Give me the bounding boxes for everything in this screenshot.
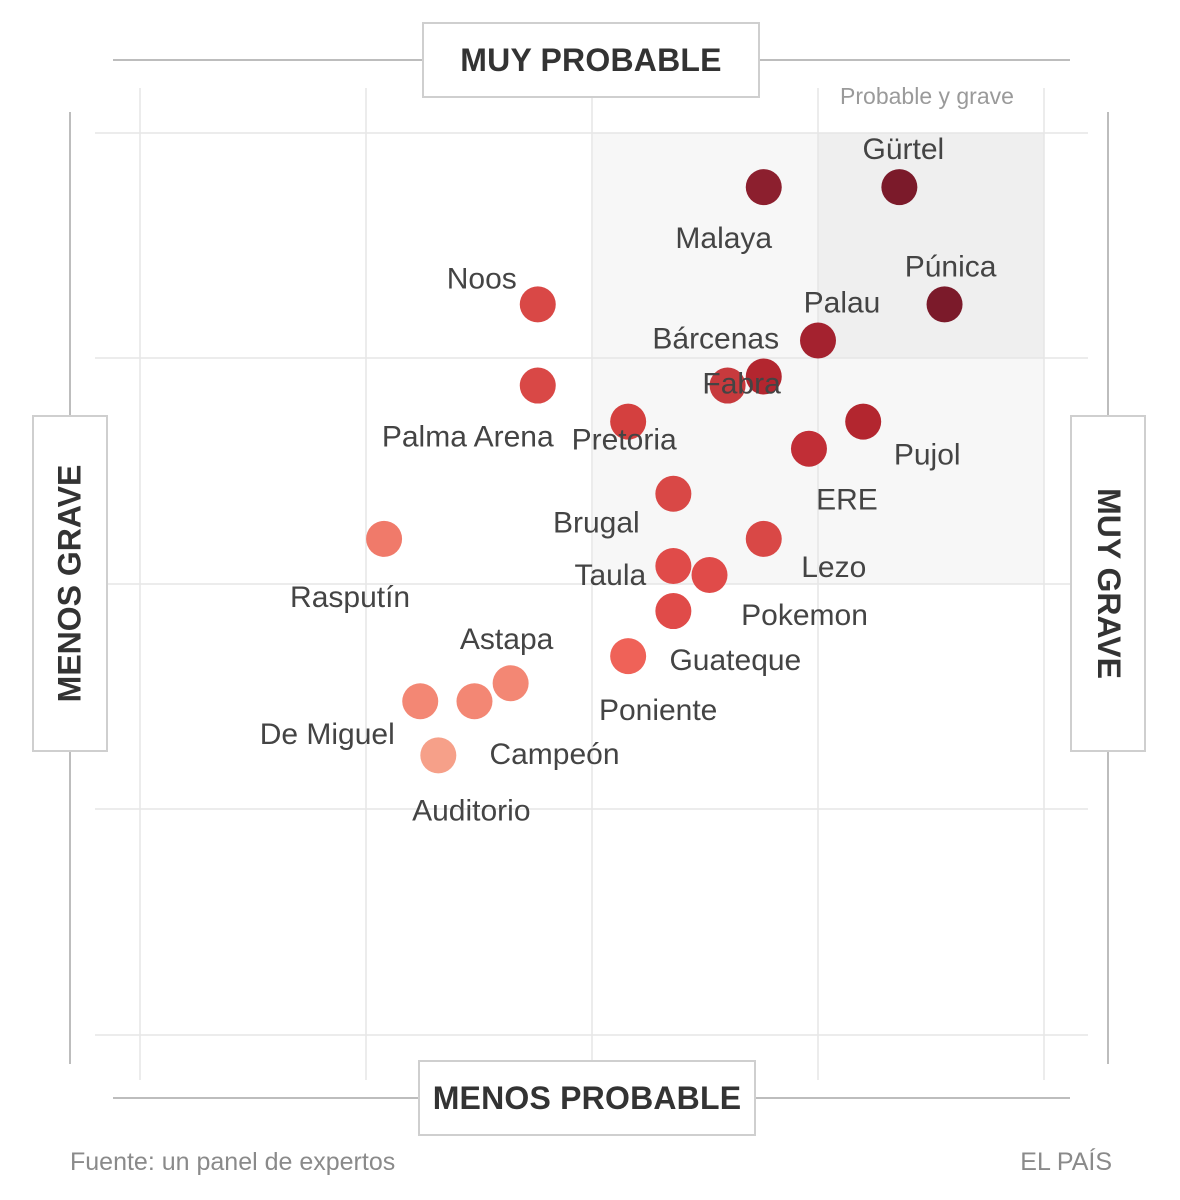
point-label: Campeón xyxy=(489,738,619,771)
axis-label-bottom: MENOS PROBABLE xyxy=(418,1060,756,1136)
point-label: De Miguel xyxy=(260,718,395,751)
scatter-point xyxy=(655,593,692,630)
scatter-point xyxy=(790,430,827,467)
point-label: Pujol xyxy=(894,439,961,472)
quadrant-label: Probable y grave xyxy=(840,83,1014,109)
scatter-point xyxy=(745,358,782,395)
axis-label-bottom-text: MENOS PROBABLE xyxy=(432,1079,742,1116)
point-label: Lezo xyxy=(801,551,866,584)
axis-label-left: MENOS GRAVE xyxy=(32,415,108,752)
point-label: Noos xyxy=(447,262,517,295)
scatter-point xyxy=(519,286,556,323)
point-labels: Gürtel Malaya Púnica Palau Noos Bárcenas Fabra… xyxy=(260,133,997,827)
scatter-point xyxy=(655,547,692,584)
point-label: Taula xyxy=(575,559,647,592)
point-label: Guateque xyxy=(669,644,801,677)
scatter-point xyxy=(456,683,493,720)
scatter-point xyxy=(420,737,457,774)
point-label: Palau xyxy=(804,286,881,319)
scatter-point xyxy=(745,520,782,557)
point-label: Bárcenas xyxy=(652,322,779,355)
point-label: Gürtel xyxy=(863,133,945,166)
point-label: Rasputín xyxy=(290,581,410,614)
source-note: Fuente: un panel de expertos xyxy=(70,1148,396,1176)
scatter-point xyxy=(492,665,529,702)
scatter-point xyxy=(845,403,882,440)
axis-label-right-text: MUY GRAVE xyxy=(1090,488,1127,679)
scatter-point xyxy=(402,683,439,720)
quadrant-highlight-inner xyxy=(818,133,1044,358)
axis-label-right: MUY GRAVE xyxy=(1070,415,1146,752)
scatter-points xyxy=(366,169,963,774)
point-label: Pokemon xyxy=(741,599,868,632)
scatter-point xyxy=(881,169,918,206)
point-label: Palma Arena xyxy=(382,420,554,453)
point-label: Fabra xyxy=(702,367,781,400)
brand-logo-text: EL PAÍS xyxy=(1020,1148,1112,1176)
point-label: Púnica xyxy=(905,250,997,283)
axis-label-left-text: MENOS GRAVE xyxy=(51,464,88,703)
scatter-point xyxy=(655,475,692,512)
scatter-point xyxy=(610,638,647,675)
scatter-point xyxy=(610,403,647,440)
point-label: Auditorio xyxy=(412,794,530,827)
scatter-point xyxy=(366,520,403,557)
scatter-point xyxy=(745,169,782,206)
point-label: ERE xyxy=(816,484,878,517)
axis-label-top-text: MUY PROBABLE xyxy=(460,41,722,78)
point-label: Pretoria xyxy=(572,424,677,457)
scatter-point xyxy=(926,286,963,323)
point-label: Astapa xyxy=(460,623,554,656)
point-label: Malaya xyxy=(675,222,772,255)
scatter-point xyxy=(691,556,728,593)
scatter-point xyxy=(709,367,746,404)
axis-label-top: MUY PROBABLE xyxy=(422,22,760,98)
point-label: Poniente xyxy=(599,694,717,727)
scatter-point xyxy=(519,367,556,404)
point-label: Brugal xyxy=(553,507,640,540)
scatter-point xyxy=(800,322,836,359)
